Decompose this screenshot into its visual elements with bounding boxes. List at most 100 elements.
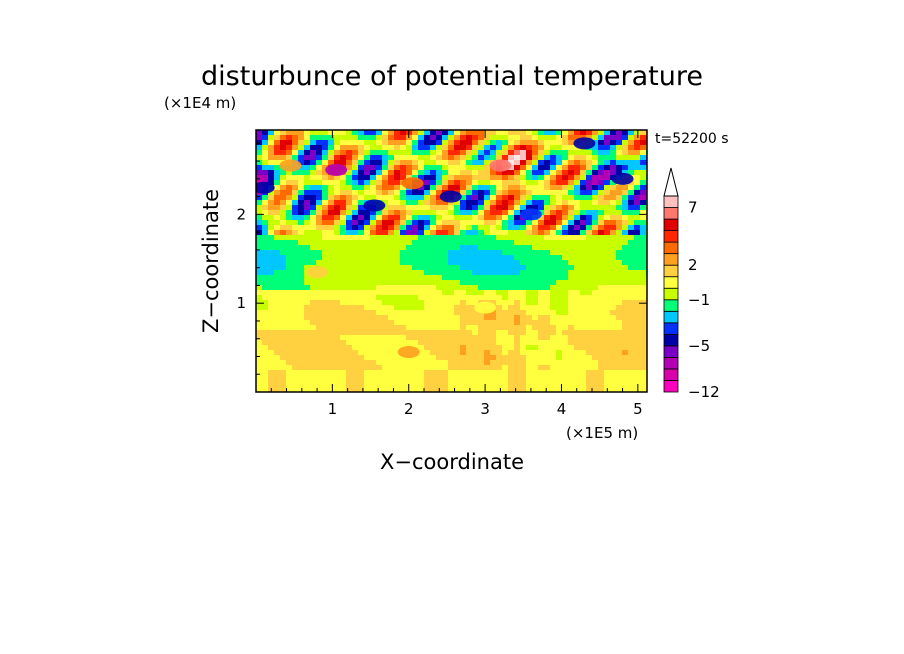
field-cell <box>484 190 491 196</box>
field-cell <box>310 170 317 176</box>
field-cell <box>358 190 365 196</box>
field-cell <box>586 340 593 346</box>
field-cell <box>322 260 329 266</box>
field-cell <box>634 325 641 331</box>
field-cell <box>298 245 305 251</box>
field-cell <box>340 180 347 186</box>
field-cell <box>454 205 461 211</box>
field-cell <box>556 360 563 366</box>
field-cell <box>412 280 419 286</box>
field-cell <box>280 285 287 291</box>
field-cell <box>400 235 407 241</box>
field-cell <box>598 265 605 271</box>
field-cell <box>598 320 605 326</box>
field-cell <box>400 275 407 281</box>
field-cell <box>352 375 359 381</box>
field-cell <box>592 210 599 216</box>
field-cell <box>430 330 437 336</box>
field-cell <box>598 140 605 146</box>
field-cell <box>274 180 281 186</box>
field-cell <box>334 310 341 316</box>
field-cell <box>526 245 533 251</box>
field-cell <box>538 135 545 141</box>
field-cell <box>274 130 281 136</box>
field-cell <box>328 320 335 326</box>
field-cell <box>502 300 509 306</box>
field-cell <box>322 330 329 336</box>
field-cell <box>400 370 407 376</box>
field-cell <box>394 160 401 166</box>
field-cell <box>640 390 647 392</box>
field-cell <box>610 330 617 336</box>
field-cell <box>310 245 317 251</box>
field-cell <box>568 345 575 351</box>
field-cell <box>598 335 605 341</box>
field-cell <box>316 145 323 151</box>
field-cell <box>376 130 383 136</box>
field-cell <box>454 185 461 191</box>
field-cell <box>484 165 491 171</box>
field-cell <box>256 310 263 316</box>
field-cell <box>532 145 539 151</box>
field-cell <box>502 175 509 181</box>
field-cell <box>532 295 539 301</box>
field-cell <box>460 130 467 136</box>
field-cell <box>430 320 437 326</box>
field-cell <box>610 365 617 371</box>
field-cell <box>394 385 401 391</box>
field-cell <box>346 235 353 241</box>
field-cell <box>622 170 629 176</box>
field-cell <box>502 330 509 336</box>
field-cell <box>616 245 623 251</box>
field-cell <box>556 235 563 241</box>
field-cell <box>286 270 293 276</box>
field-cell <box>274 170 281 176</box>
field-cell <box>280 265 287 271</box>
field-cell <box>316 375 323 381</box>
field-cell <box>586 255 593 261</box>
field-cell <box>514 240 521 246</box>
field-cell <box>388 270 395 276</box>
field-cell <box>604 320 611 326</box>
field-cell <box>586 155 593 161</box>
field-cell <box>352 355 359 361</box>
field-cell <box>304 265 311 271</box>
field-cell <box>616 240 623 246</box>
field-cell <box>502 365 509 371</box>
field-cell <box>256 215 263 221</box>
field-cell <box>484 220 491 226</box>
field-cell <box>364 135 371 141</box>
field-cell <box>328 240 335 246</box>
field-cell <box>508 150 515 156</box>
field-cell <box>628 260 635 266</box>
field-cell <box>328 360 335 366</box>
field-feature <box>489 159 512 172</box>
field-cell <box>526 160 533 166</box>
field-cell <box>562 225 569 231</box>
field-cell <box>562 300 569 306</box>
field-cell <box>280 335 287 341</box>
field-cell <box>550 150 557 156</box>
field-cell <box>304 145 311 151</box>
field-cell <box>532 140 539 146</box>
field-cell <box>388 305 395 311</box>
field-cell <box>478 140 485 146</box>
field-cell <box>412 380 419 386</box>
field-cell <box>394 365 401 371</box>
field-cell <box>256 285 263 291</box>
field-cell <box>514 375 521 381</box>
field-cell <box>388 350 395 356</box>
field-cell <box>484 145 491 151</box>
field-cell <box>634 390 641 392</box>
field-cell <box>436 265 443 271</box>
field-cell <box>400 210 407 216</box>
field-cell <box>304 220 311 226</box>
field-cell <box>460 285 467 291</box>
field-cell <box>460 225 467 231</box>
field-cell <box>538 160 545 166</box>
field-cell <box>316 225 323 231</box>
field-cell <box>358 350 365 356</box>
field-cell <box>370 145 377 151</box>
field-cell <box>346 150 353 156</box>
field-cell <box>406 160 413 166</box>
